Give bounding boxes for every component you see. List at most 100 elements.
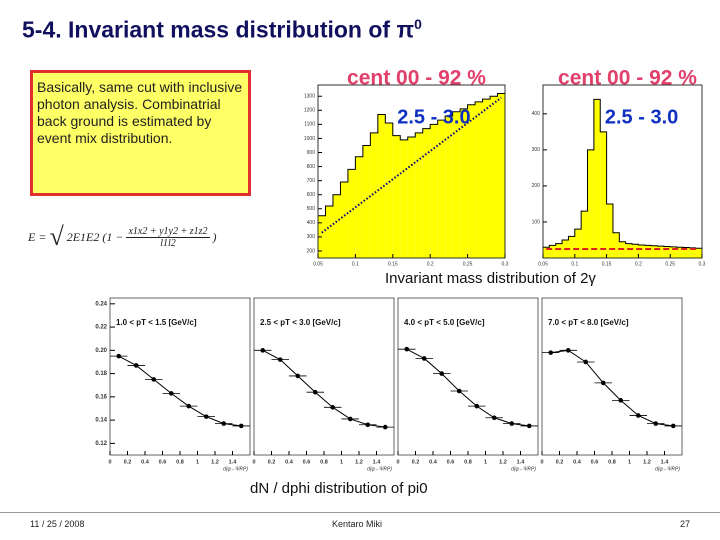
x-tick-label: 0.6 <box>159 459 167 465</box>
hist-bar <box>415 132 423 258</box>
x-tick-label: 1.2 <box>643 459 651 465</box>
x-tick-label: 0.2 <box>556 459 564 465</box>
y-tick-label: 900 <box>307 150 316 156</box>
x-tick-label: 1.2 <box>355 459 363 465</box>
x-tick-label: 0.1 <box>352 261 359 267</box>
hist-bar <box>355 156 363 258</box>
data-point <box>618 398 624 403</box>
y-tick-label: 300 <box>532 147 541 153</box>
x-tick-label: 1.4 <box>517 459 526 465</box>
hist-bar <box>574 229 582 258</box>
footer-author: Kentaro Miki <box>332 519 383 529</box>
hist-outline <box>543 98 702 249</box>
y-tick-label: 0.12 <box>95 441 107 447</box>
data-point <box>168 391 174 396</box>
x-tick-label: 0.3 <box>699 261 706 267</box>
footer-page: 27 <box>680 519 691 529</box>
hist-bar <box>325 205 333 258</box>
x-tick-label: 0.2 <box>635 261 642 267</box>
panel-label: 1.0 < pT < 1.5 [GeV/c] <box>116 318 197 327</box>
hist-bar <box>482 99 491 259</box>
data-point <box>382 424 388 430</box>
y-tick-label: 0.22 <box>95 325 107 331</box>
axes-box <box>542 84 703 259</box>
x-tick-label: 0 <box>540 459 543 465</box>
plot-subtitle: 2.5 - 3.0 <box>605 106 678 128</box>
hist-bar <box>555 243 563 258</box>
x-tick-label: 1 <box>628 459 631 465</box>
y-tick-label: 400 <box>307 220 316 226</box>
hist-bar <box>490 96 498 258</box>
hist-bar <box>362 145 371 258</box>
x-tick-label: 0.4 <box>573 459 582 465</box>
hist-bar <box>644 245 652 258</box>
x-tick-label: 0.25 <box>665 261 675 267</box>
y-tick-label: 0.16 <box>95 394 107 400</box>
x-tick-label: 0.4 <box>285 459 294 465</box>
hist-bar <box>543 247 550 258</box>
x-tick-label: 1.4 <box>373 459 382 465</box>
hist-bar <box>340 182 348 258</box>
x-tick-label: 0.05 <box>313 261 323 267</box>
hist-bar <box>460 108 468 258</box>
x-tick-label: 0.8 <box>464 459 472 465</box>
x-tick-label: 1.2 <box>499 459 507 465</box>
hist-bar <box>497 93 505 258</box>
hist-bar <box>682 247 690 258</box>
x-tick-label: 0.6 <box>447 459 455 465</box>
hist-bar <box>467 104 476 258</box>
data-point <box>260 348 266 353</box>
data-point <box>133 363 139 368</box>
x-tick-label: 0 <box>252 459 255 465</box>
hist-bar <box>377 114 386 258</box>
x-tick-label: 0.05 <box>538 261 548 267</box>
plot-subtitle: 2.5 - 3.0 <box>397 106 470 128</box>
hist-bar <box>370 132 378 258</box>
data-point <box>347 416 353 422</box>
hist-bar <box>452 111 461 259</box>
formula-denominator: l1l2 <box>160 237 176 249</box>
formula-numerator: x1x2 + y1y2 + z1z2 <box>126 225 210 238</box>
x-tick-label: 0.4 <box>429 459 438 465</box>
title-text: 5-4. Invariant mass distribution of π <box>22 16 415 43</box>
x-tick-label: 0.2 <box>268 459 276 465</box>
x-axis-label: d(φ - ΨRP) <box>511 466 536 472</box>
hist-bar <box>593 99 601 259</box>
x-tick-label: 0.15 <box>388 261 398 267</box>
y-tick-label: 600 <box>307 192 316 198</box>
formula: E = √ 2E1E2 (1 − x1x2 + y1y2 + z1z2 l1l2… <box>28 222 217 251</box>
data-point <box>295 373 301 379</box>
fit-curve <box>550 349 674 427</box>
hist-bar <box>612 232 620 258</box>
x-tick-label: 1 <box>340 459 343 465</box>
x-tick-label: 1 <box>196 459 199 465</box>
hist-bar <box>332 194 341 258</box>
hist-bar <box>581 211 588 258</box>
formula-close: ) <box>212 229 217 244</box>
data-point <box>456 388 462 394</box>
data-point <box>548 350 554 355</box>
data-point <box>635 413 641 418</box>
y-tick-label: 200 <box>532 183 541 189</box>
caption-mass: Invariant mass distribution of 2γ <box>385 270 596 287</box>
x-tick-label: 0.15 <box>602 261 612 267</box>
hist-bar <box>568 236 575 258</box>
hist-bar <box>625 243 633 258</box>
y-tick-label: 1000 <box>304 136 315 142</box>
x-axis-label: d(φ - ΨRP) <box>367 466 392 472</box>
data-point <box>474 403 480 409</box>
fit-curve <box>262 349 386 428</box>
data-point <box>600 380 606 386</box>
axes-box <box>317 84 506 259</box>
fit-curve <box>118 355 242 427</box>
panels-frame <box>85 292 687 472</box>
y-tick-label: 0.18 <box>95 371 107 377</box>
data-point <box>221 421 227 426</box>
hist-bar <box>385 122 393 258</box>
hist-bar <box>392 135 401 258</box>
data-point <box>491 415 497 421</box>
y-tick-label: 1200 <box>304 108 315 114</box>
x-tick-label: 0 <box>108 459 111 465</box>
data-point <box>365 422 371 428</box>
